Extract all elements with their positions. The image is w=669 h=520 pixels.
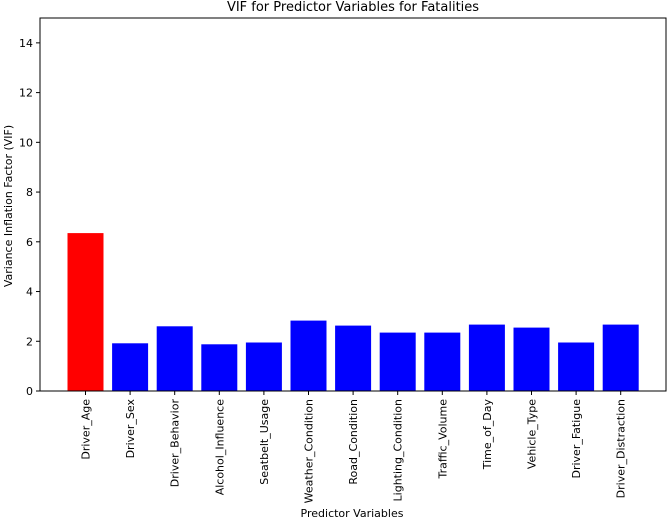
chart-title: VIF for Predictor Variables for Fataliti… <box>227 0 479 15</box>
y-tick-label: 12 <box>19 87 33 100</box>
x-tick-label: Seatbelt_Usage <box>258 399 271 485</box>
x-axis-label: Predictor Variables <box>301 507 404 520</box>
bar-alcohol-influence <box>201 344 238 391</box>
y-ticks-group: 0 2 4 6 8 10 12 14 <box>19 37 40 398</box>
x-tick-label: Traffic_Volume <box>436 399 449 480</box>
bar-lighting-condition <box>379 332 416 391</box>
x-tick-label: Lighting_Condition <box>392 399 405 501</box>
plot-frame <box>39 17 667 392</box>
x-tick-label: Driver_Fatigue <box>570 399 583 479</box>
bar-road-condition <box>335 325 372 391</box>
bar-seatbelt-usage <box>245 342 282 391</box>
y-tick-label: 0 <box>26 385 33 398</box>
x-tick-label: Vehicle_Type <box>526 399 539 469</box>
y-tick-label: 14 <box>19 37 33 50</box>
x-tick-label: Road_Condition <box>347 399 360 485</box>
bar-driver-sex <box>112 343 149 391</box>
x-ticks-group: Driver_Age Driver_Sex Driver_Behavior Alcoh… <box>80 391 628 503</box>
y-tick-label: 8 <box>26 186 33 199</box>
x-tick-label: Driver_Sex <box>124 399 137 459</box>
bar-weather-condition <box>290 320 327 391</box>
y-tick-label: 10 <box>19 136 33 149</box>
bar-driver-age <box>67 233 104 391</box>
bar-driver-distraction <box>602 324 639 391</box>
x-tick-label: Alcohol_Influence <box>213 399 226 496</box>
y-tick-label: 6 <box>26 236 33 249</box>
y-tick-label: 4 <box>26 286 33 299</box>
bar-vehicle-type <box>513 327 550 391</box>
bar-driver-behavior <box>156 326 193 391</box>
y-axis-label: Variance Inflation Factor (VIF) <box>2 125 15 287</box>
bar-time-of-day <box>468 324 505 391</box>
bars-group <box>67 233 639 391</box>
x-tick-label: Driver_Age <box>80 399 93 460</box>
bar-traffic-volume <box>424 332 461 391</box>
x-tick-label: Weather_Condition <box>303 399 316 503</box>
x-tick-label: Driver_Behavior <box>169 399 182 488</box>
y-tick-label: 2 <box>26 335 33 348</box>
x-tick-label: Time_of_Day <box>481 399 494 471</box>
x-tick-label: Driver_Distraction <box>615 399 628 498</box>
bar-driver-fatigue <box>558 342 595 391</box>
